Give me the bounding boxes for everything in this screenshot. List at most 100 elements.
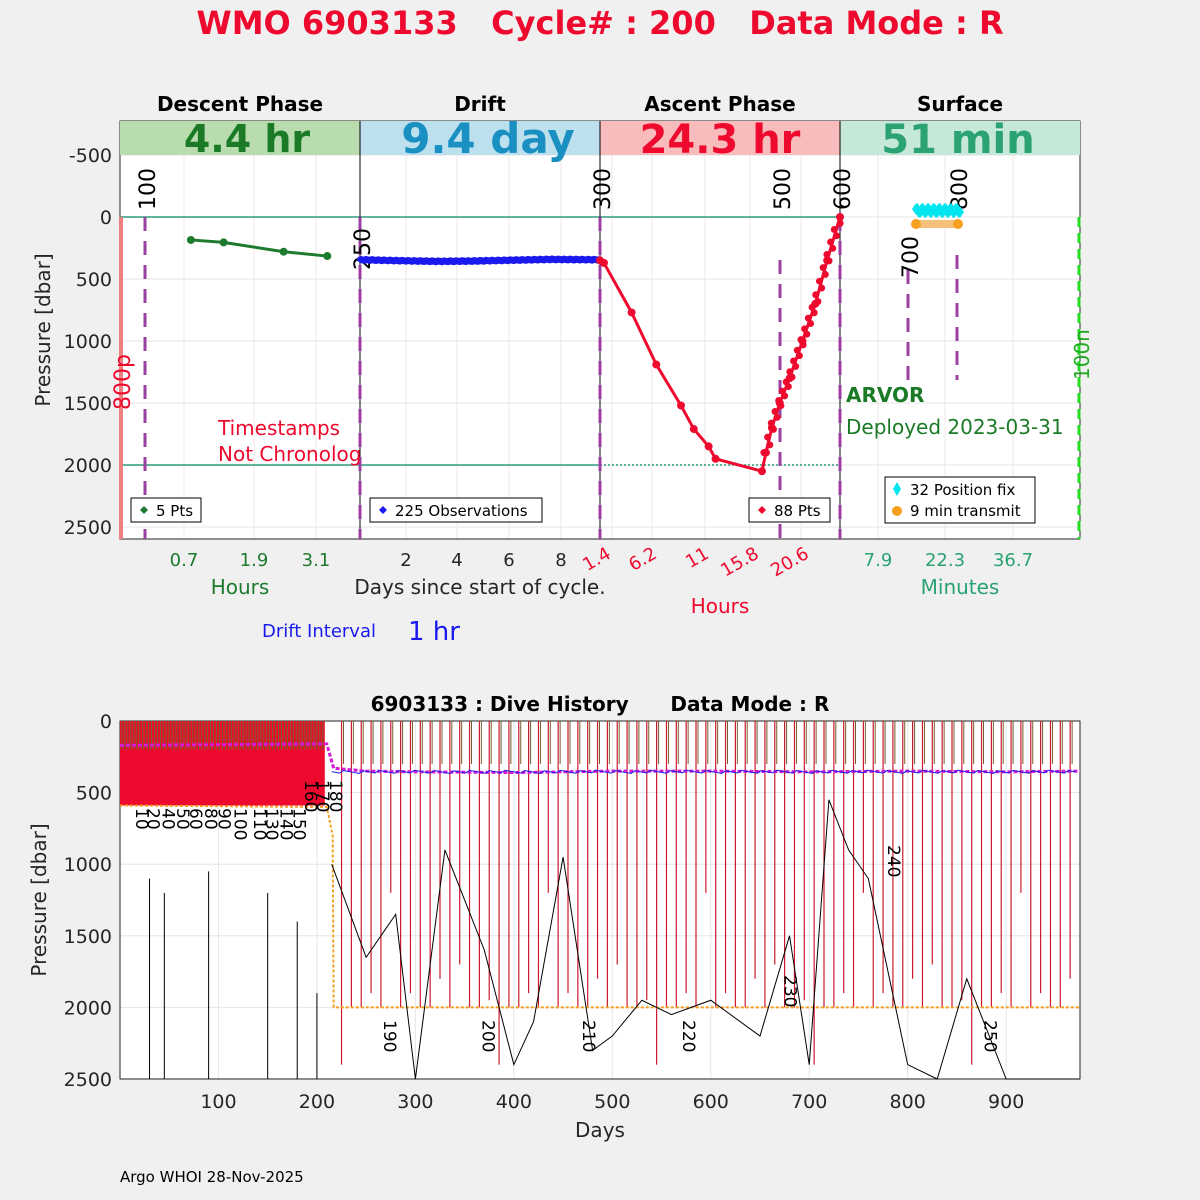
drift-x-label: Days since start of cycle. xyxy=(354,575,605,599)
drift-x-tick: 2 xyxy=(400,550,411,571)
ascent-point xyxy=(771,408,779,416)
ascent-point xyxy=(757,467,766,476)
position-fix-legend-marker xyxy=(893,482,901,496)
ascent-point xyxy=(778,387,786,395)
ascent-series xyxy=(596,213,844,476)
cycle-label: 100 xyxy=(229,808,249,840)
dive-history-series xyxy=(119,742,1081,1080)
marker-label-500: 500 xyxy=(771,168,796,210)
bottom-depth-series xyxy=(331,799,1080,1080)
ascent-point xyxy=(815,277,823,285)
warning-line-2: Not Chronolog xyxy=(218,442,361,466)
bottom-x-tick-label: 800 xyxy=(890,1091,926,1113)
ascent-point xyxy=(786,368,794,376)
ascent-x-tick: 1.4 xyxy=(579,543,614,576)
bottom-x-tick-label: 400 xyxy=(496,1091,532,1113)
cycle-label: 10 xyxy=(131,808,151,830)
ascent-legend: 88 Pts xyxy=(748,497,831,523)
profile-lines xyxy=(120,721,1073,1065)
top-y-tick-label: 1500 xyxy=(64,393,112,415)
marker-label-800p: 800p xyxy=(111,354,136,410)
top-y-tick-label: 0 xyxy=(100,207,112,229)
surface-phase-label: Surface xyxy=(917,92,1003,116)
ascent-point xyxy=(711,454,720,463)
ascent-point xyxy=(788,373,796,381)
ascent-point xyxy=(769,425,777,433)
bottom-y-ticks: 0 500 1000 1500 2000 2500 xyxy=(64,711,112,1091)
bottom-x-tick-label: 600 xyxy=(693,1091,729,1113)
cycle-label: 190 xyxy=(379,1020,399,1052)
ascent-point xyxy=(818,284,826,292)
drift-x-tick: 4 xyxy=(451,550,462,571)
ascent-phase-label: Ascent Phase xyxy=(644,92,795,116)
top-y-tick-label: -500 xyxy=(69,145,112,167)
bottom-x-tick-label: 200 xyxy=(299,1091,335,1113)
max-pressure-series xyxy=(119,804,1080,1009)
ascent-point xyxy=(627,308,636,317)
drift-legend-text: 225 Observations xyxy=(395,502,528,520)
cycle-label: 110 xyxy=(249,808,269,840)
bottom-x-tick-label: 500 xyxy=(594,1091,630,1113)
bottom-y-tick-label: 1500 xyxy=(64,926,112,948)
left-pressure-bar xyxy=(119,217,123,539)
drift-legend: 225 Observations xyxy=(369,497,543,523)
ascent-point xyxy=(832,232,840,240)
top-y-tick-label: 2000 xyxy=(64,455,112,477)
ascent-point xyxy=(801,325,809,333)
marker-label-100: 100 xyxy=(136,168,161,210)
descent-series xyxy=(186,235,332,261)
ascent-point xyxy=(760,449,768,457)
drift-x-tick: 8 xyxy=(555,550,566,571)
ascent-point xyxy=(599,258,608,267)
ascent-point xyxy=(803,330,811,338)
ascent-x-tick: 11 xyxy=(682,543,712,573)
bottom-y-tick-label: 2000 xyxy=(64,997,112,1019)
ascent-point xyxy=(814,298,822,306)
drift-pressure-series xyxy=(331,769,1077,774)
top-y-tick-label: 500 xyxy=(76,269,112,291)
top-y-axis-label: Pressure [dbar] xyxy=(31,253,55,406)
drift-interval-value: 1 hr xyxy=(408,617,460,647)
surface-legend: 32 Position fix 9 min transmit xyxy=(884,476,1036,524)
ascent-point xyxy=(825,257,833,265)
marker-label-700: 700 xyxy=(899,236,924,278)
ascent-point xyxy=(792,362,800,370)
ascent-point xyxy=(689,425,698,434)
bottom-y-tick-label: 1000 xyxy=(64,854,112,876)
drift-duration: 9.4 day xyxy=(401,114,575,163)
bottom-x-tick-label: 300 xyxy=(397,1091,433,1113)
drift-legend-marker xyxy=(379,506,387,514)
ascent-point xyxy=(790,357,798,365)
ascent-point xyxy=(766,441,774,449)
transmit-end-point xyxy=(953,219,963,229)
cycle-label: 180 xyxy=(325,780,345,812)
descent-point xyxy=(219,238,228,247)
surface-legend-text-1: 32 Position fix xyxy=(910,481,1015,499)
bottom-y-tick-label: 2500 xyxy=(64,1069,112,1091)
position-fix-point xyxy=(956,206,964,218)
descent-legend: 5 Pts xyxy=(130,497,202,523)
ascent-x-tick: 20.6 xyxy=(767,543,812,581)
cycle-label: 140 xyxy=(276,808,296,840)
bottom-x-tick-label: 700 xyxy=(791,1091,827,1113)
bottom-x-ticks: 100 200 300 400 500 600 700 800 900 xyxy=(200,1091,1024,1113)
descent-legend-text: 5 Pts xyxy=(156,502,193,520)
bottom-x-tick-label: 900 xyxy=(988,1091,1024,1113)
descent-x-tick: 1.9 xyxy=(240,550,269,571)
transmit-legend-marker xyxy=(892,506,902,516)
bottom-y-tick-label: 0 xyxy=(100,711,112,733)
ascent-point xyxy=(808,303,816,311)
marker-label-100n: 100n xyxy=(1070,329,1094,380)
cycle-label: 240 xyxy=(883,845,903,877)
drift-duration-band xyxy=(360,121,600,155)
bottom-x-axis-label: Days xyxy=(575,1118,625,1142)
ascent-point xyxy=(810,309,818,317)
drift-phase-label: Drift xyxy=(454,92,506,116)
cycle-label: 20 xyxy=(143,808,163,830)
ascent-point xyxy=(829,244,837,252)
top-y-tick-label: 1000 xyxy=(64,331,112,353)
descent-legend-marker xyxy=(140,506,148,514)
cycle-label: 200 xyxy=(477,1020,497,1052)
bottom-y-axis-label: Pressure [dbar] xyxy=(27,823,51,976)
bottom-panel: 6903133 : Dive History Data Mode : R 102… xyxy=(27,692,1081,1142)
